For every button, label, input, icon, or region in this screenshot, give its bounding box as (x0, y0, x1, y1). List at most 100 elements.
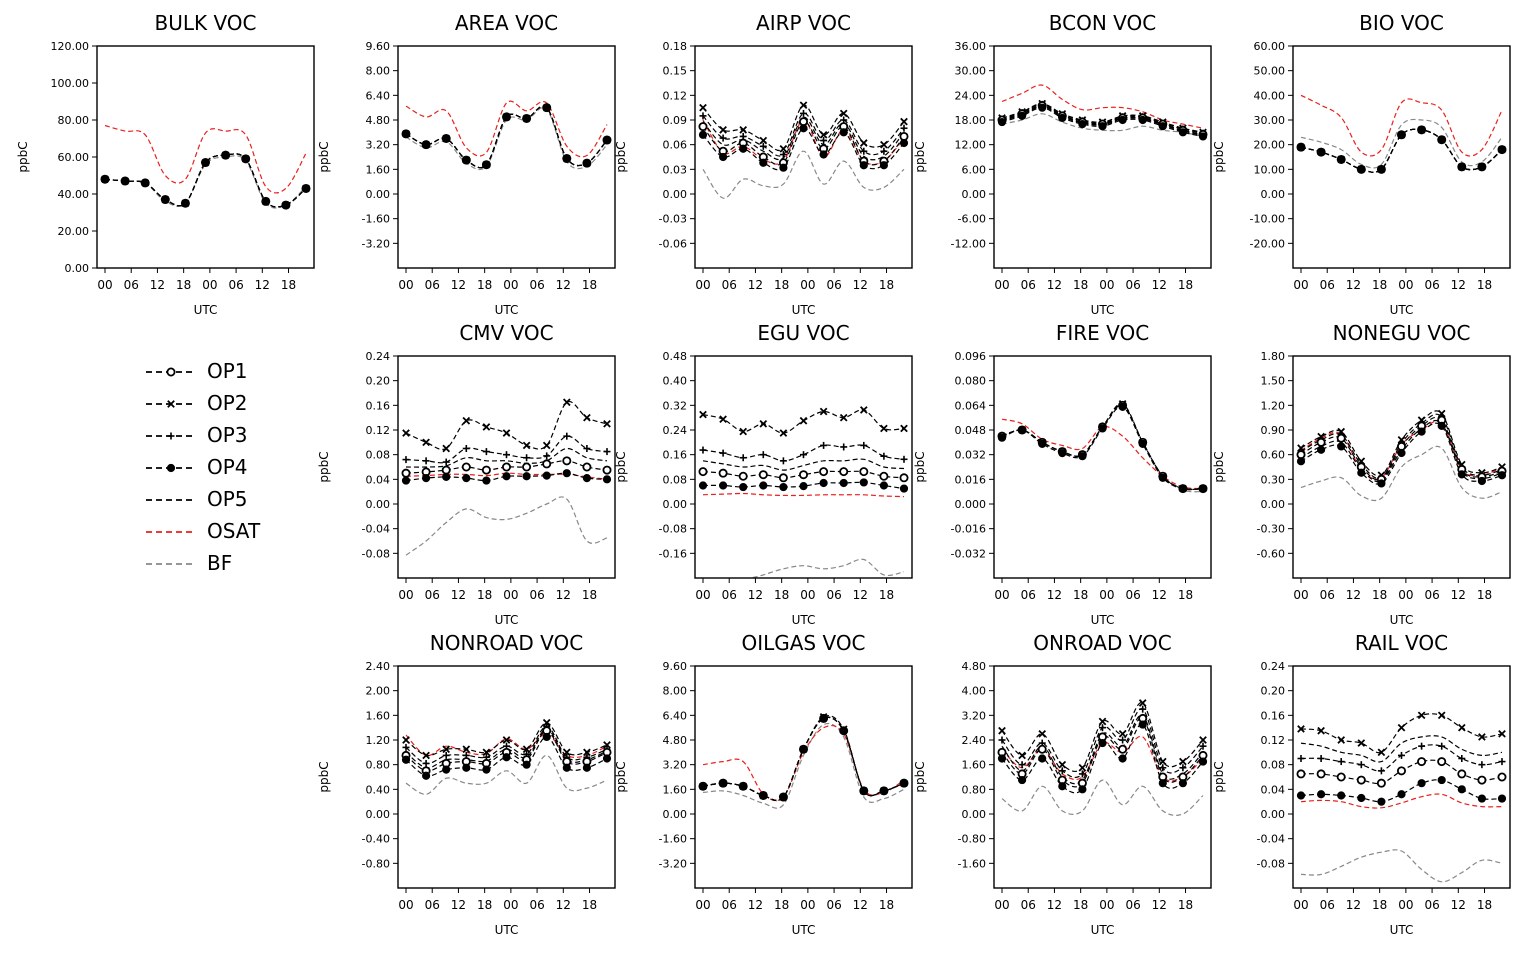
marker-x (462, 745, 471, 754)
series-osat (405, 100, 608, 158)
marker-filled-circle (281, 201, 290, 210)
series-line-op3 (702, 716, 905, 802)
y-tick-label: 40.00 (58, 188, 90, 201)
series-line-bf (405, 496, 608, 556)
marker-filled-circle (698, 782, 708, 791)
marker-x (799, 416, 808, 425)
series-op1 (401, 726, 612, 776)
x-tick-label: 06 (529, 898, 544, 912)
series-line-op4 (1300, 128, 1503, 173)
y-tick-label: 0.40 (366, 783, 391, 796)
marker-open-circle (819, 467, 829, 477)
y-tick-label: 0.064 (955, 399, 987, 412)
marker-open-circle (1336, 772, 1346, 782)
y-tick-label: 0.08 (1261, 759, 1286, 772)
series-line-op2 (405, 722, 608, 757)
panel-cmv-voc: -0.08 -0.04 0.00 0.04 0.08 0.12 0.16 0.20 0.24 00… (317, 321, 616, 627)
series-bf (405, 754, 608, 795)
y-tick-label: 0.24 (663, 424, 688, 437)
marker-open-circle (401, 468, 411, 478)
marker-x (1317, 726, 1325, 735)
marker-filled-circle (1457, 470, 1466, 479)
marker-filled-circle (422, 140, 431, 149)
marker-x (562, 398, 571, 407)
y-tick-label: -0.80 (958, 833, 986, 846)
marker-x (1357, 739, 1366, 747)
marker-open-circle (166, 367, 176, 377)
series-op3 (699, 441, 908, 465)
marker-filled-circle (1437, 135, 1446, 144)
marker-x (402, 736, 410, 744)
plot-frame (694, 45, 913, 269)
marker-filled-circle (166, 463, 176, 473)
marker-x (1397, 723, 1406, 732)
marker-filled-circle (1497, 471, 1507, 480)
y-axis-label: ppbC (317, 761, 331, 792)
y-tick-label: 0.04 (1261, 783, 1286, 796)
y-tick-label: 1.50 (1261, 375, 1286, 388)
series-op4 (997, 103, 1208, 141)
series-osat (1300, 94, 1503, 157)
y-tick-label: 0.80 (366, 759, 391, 772)
series-bf (1001, 779, 1204, 816)
legend-item-op1: OP1 (140, 356, 340, 388)
y-tick-label: -20.00 (1250, 237, 1285, 250)
marker-filled-circle (719, 152, 728, 162)
y-tick-label: 4.80 (366, 114, 391, 127)
y-tick-label: 0.15 (663, 65, 688, 78)
marker-x (442, 745, 451, 754)
x-tick-label: 00 (994, 588, 1009, 602)
marker-filled-circle (819, 714, 828, 723)
y-tick-label: 0.40 (663, 375, 688, 388)
y-tick-label: 0.90 (1261, 424, 1286, 437)
x-tick-label: 00 (800, 278, 815, 292)
series-bf (405, 496, 608, 556)
marker-filled-circle (759, 791, 768, 800)
marker-open-circle (501, 462, 511, 472)
x-tick-label: 06 (529, 278, 544, 292)
marker-filled-circle (1357, 793, 1366, 803)
x-tick-label: 06 (826, 278, 841, 292)
marker-filled-circle (442, 765, 451, 774)
x-tick-label: 12 (1152, 898, 1167, 912)
marker-filled-circle (1357, 468, 1366, 477)
marker-filled-circle (1337, 791, 1346, 800)
marker-filled-circle (1317, 147, 1326, 157)
marker-open-circle (1437, 757, 1447, 767)
series-line-op4 (702, 716, 905, 802)
marker-open-circle (1316, 437, 1326, 447)
marker-filled-circle (1018, 775, 1027, 785)
series-line-bf (702, 150, 905, 199)
marker-filled-circle (1038, 439, 1047, 448)
marker-filled-circle (482, 160, 491, 169)
marker-open-circle (1296, 769, 1306, 779)
x-tick-label: 00 (994, 278, 1009, 292)
series-op2 (699, 713, 908, 802)
series-line-op4 (1300, 779, 1503, 803)
x-tick-label: 12 (1047, 588, 1062, 602)
marker-filled-circle (181, 199, 190, 208)
marker-open-circle (698, 467, 708, 477)
x-tick-label: 06 (1320, 588, 1335, 602)
marker-filled-circle (161, 195, 170, 204)
marker-open-circle (461, 462, 471, 472)
marker-x (998, 726, 1006, 735)
marker-open-circle (1397, 766, 1407, 776)
x-tick-label: 06 (722, 898, 737, 912)
y-tick-label: 6.40 (366, 89, 391, 102)
marker-filled-circle (502, 112, 511, 122)
marker-filled-circle (201, 158, 210, 167)
x-tick-label: 18 (281, 278, 296, 292)
marker-filled-circle (1178, 779, 1188, 788)
series-line-osat (1001, 418, 1204, 490)
marker-x (839, 109, 848, 118)
legend-label: BF (207, 551, 233, 575)
y-tick-label: 0.096 (955, 350, 987, 363)
series-line-op5 (1300, 735, 1503, 763)
x-tick-label: 00 (695, 588, 710, 602)
series-line-bf (749, 558, 905, 578)
marker-x (900, 424, 908, 433)
x-tick-label: 18 (879, 278, 894, 292)
y-tick-label: 0.000 (955, 498, 987, 511)
legend-item-op3: OP3 (140, 420, 340, 452)
